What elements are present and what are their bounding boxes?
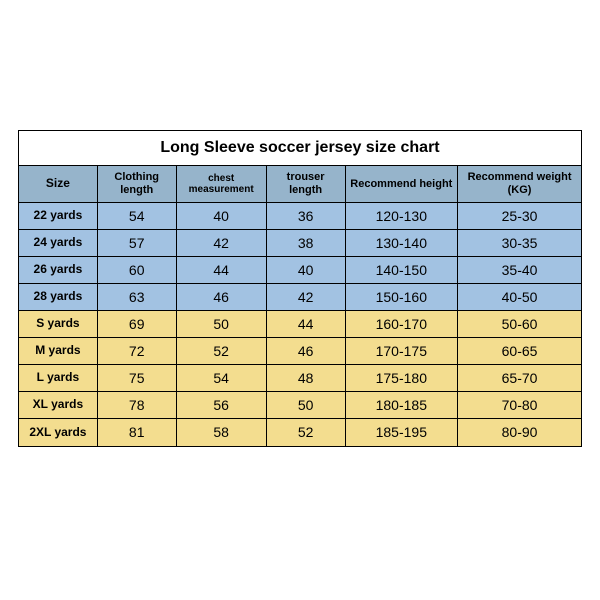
cell: 78	[97, 392, 176, 419]
cell: 120-130	[345, 202, 458, 229]
col-header-4: Recommend height	[345, 166, 458, 202]
cell: 38	[266, 229, 345, 256]
cell: 54	[176, 365, 266, 392]
cell: 44	[176, 256, 266, 283]
cell: 81	[97, 419, 176, 446]
row-size-label: 24 yards	[19, 229, 98, 256]
cell: 160-170	[345, 311, 458, 338]
cell: 180-185	[345, 392, 458, 419]
table-row: S yards695044160-17050-60	[19, 311, 582, 338]
table-row: M yards725246170-17560-65	[19, 338, 582, 365]
table-head: Long Sleeve soccer jersey size chart Siz…	[19, 131, 582, 203]
cell: 56	[176, 392, 266, 419]
row-size-label: L yards	[19, 365, 98, 392]
row-size-label: S yards	[19, 311, 98, 338]
cell: 140-150	[345, 256, 458, 283]
cell: 40	[266, 256, 345, 283]
cell: 75	[97, 365, 176, 392]
cell: 48	[266, 365, 345, 392]
cell: 25-30	[458, 202, 582, 229]
row-size-label: 2XL yards	[19, 419, 98, 446]
cell: 170-175	[345, 338, 458, 365]
cell: 54	[97, 202, 176, 229]
cell: 42	[266, 283, 345, 310]
table-row: XL yards785650180-18570-80	[19, 392, 582, 419]
cell: 46	[176, 283, 266, 310]
cell: 150-160	[345, 283, 458, 310]
size-chart-table: Long Sleeve soccer jersey size chart Siz…	[18, 130, 582, 447]
table-row: L yards755448175-18065-70	[19, 365, 582, 392]
cell: 130-140	[345, 229, 458, 256]
cell: 40-50	[458, 283, 582, 310]
cell: 50	[176, 311, 266, 338]
row-size-label: 28 yards	[19, 283, 98, 310]
cell: 42	[176, 229, 266, 256]
cell: 44	[266, 311, 345, 338]
col-header-5: Recommend weight (KG)	[458, 166, 582, 202]
table-row: 28 yards634642150-16040-50	[19, 283, 582, 310]
row-size-label: XL yards	[19, 392, 98, 419]
cell: 30-35	[458, 229, 582, 256]
cell: 46	[266, 338, 345, 365]
col-header-0: Size	[19, 166, 98, 202]
cell: 58	[176, 419, 266, 446]
cell: 70-80	[458, 392, 582, 419]
title-row: Long Sleeve soccer jersey size chart	[19, 131, 582, 166]
table-row: 22 yards544036120-13025-30	[19, 202, 582, 229]
row-size-label: M yards	[19, 338, 98, 365]
cell: 65-70	[458, 365, 582, 392]
table-body: 22 yards544036120-13025-3024 yards574238…	[19, 202, 582, 446]
cell: 35-40	[458, 256, 582, 283]
table-row: 24 yards574238130-14030-35	[19, 229, 582, 256]
col-header-2: chest measurement	[176, 166, 266, 202]
cell: 52	[176, 338, 266, 365]
row-size-label: 22 yards	[19, 202, 98, 229]
cell: 52	[266, 419, 345, 446]
row-size-label: 26 yards	[19, 256, 98, 283]
cell: 175-180	[345, 365, 458, 392]
table-row: 26 yards604440140-15035-40	[19, 256, 582, 283]
cell: 80-90	[458, 419, 582, 446]
cell: 60-65	[458, 338, 582, 365]
cell: 40	[176, 202, 266, 229]
header-row: SizeClothing lengthchest measurementtrou…	[19, 166, 582, 202]
size-chart-container: Long Sleeve soccer jersey size chart Siz…	[0, 0, 600, 447]
cell: 50-60	[458, 311, 582, 338]
cell: 63	[97, 283, 176, 310]
cell: 69	[97, 311, 176, 338]
cell: 50	[266, 392, 345, 419]
cell: 72	[97, 338, 176, 365]
col-header-3: trouser length	[266, 166, 345, 202]
cell: 60	[97, 256, 176, 283]
cell: 185-195	[345, 419, 458, 446]
cell: 36	[266, 202, 345, 229]
cell: 57	[97, 229, 176, 256]
chart-title: Long Sleeve soccer jersey size chart	[19, 131, 582, 166]
col-header-1: Clothing length	[97, 166, 176, 202]
table-row: 2XL yards815852185-19580-90	[19, 419, 582, 446]
